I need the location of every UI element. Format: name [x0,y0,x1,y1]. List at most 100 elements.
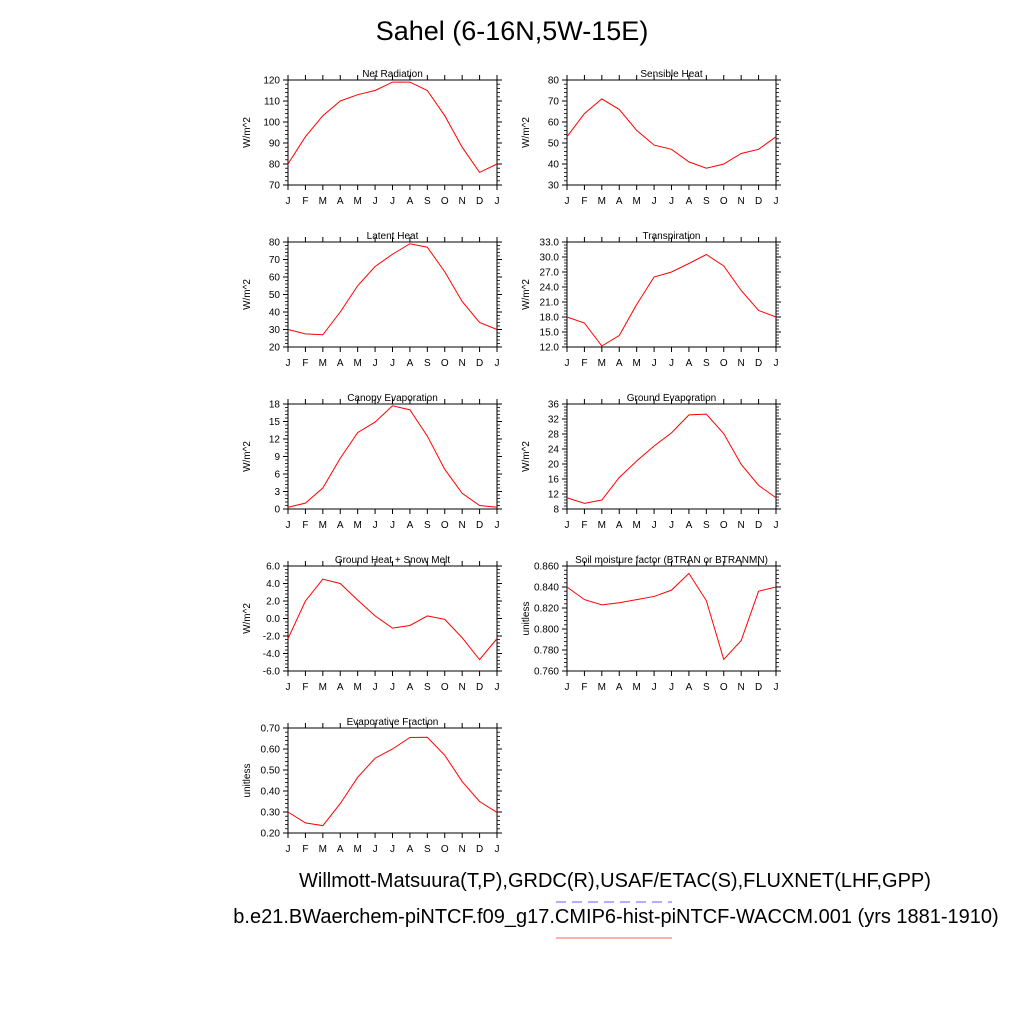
y-tick-label: 18.0 [540,313,560,324]
x-tick-label: N [459,196,466,207]
x-tick-label: O [720,520,728,531]
y-tick-label: 30 [548,181,560,192]
x-tick-label: J [774,682,779,693]
x-tick-label: J [286,682,291,693]
y-tick-label: 0.820 [534,604,559,615]
x-tick-label: M [319,358,327,369]
x-tick-label: D [755,682,762,693]
x-tick-label: J [373,682,378,693]
x-tick-label: M [319,844,327,855]
y-tick-label: 60 [269,273,281,284]
x-tick-label: J [286,358,291,369]
series-line-soil-moisture-factor-btran-or-btranmn [566,572,777,661]
x-tick-label: S [703,358,710,369]
x-tick-label: J [373,520,378,531]
x-tick-label: J [390,520,395,531]
x-tick-label: M [353,682,361,693]
x-tick-label: A [337,520,344,531]
x-tick-label: M [353,196,361,207]
x-tick-label: J [565,358,570,369]
x-tick-label: M [598,358,606,369]
y-tick-label: 110 [264,97,280,108]
series-line-canopy-evaporation [287,405,498,508]
x-tick-label: J [373,196,378,207]
x-tick-label: J [495,196,500,207]
x-tick-label: D [755,196,762,207]
x-tick-label: M [353,520,361,531]
x-tick-label: F [581,520,587,531]
x-tick-label: O [720,358,728,369]
x-tick-label: J [286,196,291,207]
x-tick-label: O [441,682,449,693]
y-tick-label: 12.0 [540,343,560,354]
x-tick-label: J [390,358,395,369]
y-tick-label: 0.50 [261,766,281,777]
y-tick-label: 36 [548,400,560,411]
page-title: Sahel (6-16N,5W-15E) [375,16,649,46]
y-tick-label: 50 [548,139,560,150]
y-tick-label: 0.40 [261,787,281,798]
x-tick-label: M [353,844,361,855]
x-tick-label: J [774,358,779,369]
x-tick-label: D [755,358,762,369]
panel-title: Ground Evaporation [627,393,717,404]
plot-frame [287,241,498,348]
y-axis-label: W/m^2 [242,603,253,634]
x-tick-label: F [302,844,308,855]
y-tick-label: 33.0 [540,238,560,249]
x-tick-label: D [755,520,762,531]
plot-frame [287,403,498,510]
y-tick-label: 80 [269,160,281,171]
x-tick-label: J [565,520,570,531]
y-tick-label: 100 [263,118,280,129]
x-tick-label: A [407,844,414,855]
x-tick-label: M [319,196,327,207]
x-tick-label: S [424,844,431,855]
x-tick-label: N [459,520,466,531]
x-tick-label: J [669,196,674,207]
y-tick-label: 0.860 [534,562,559,573]
x-tick-label: J [774,196,779,207]
x-tick-label: S [424,682,431,693]
panel-ground-heat-snow-melt: Ground Heat + Snow Melt -6.0 -4.0 -2.0 0.0 2.… [242,555,502,693]
panel-title: Transpiration [643,231,701,242]
x-tick-label: F [302,358,308,369]
x-tick-label: A [407,196,414,207]
y-tick-label: 0.70 [261,724,281,735]
x-tick-label: D [476,358,483,369]
y-tick-label: 8 [553,505,559,516]
legend-observations-line: Willmott-Matsuura(T,P),GRDC(R),USAF/ETAC… [0,870,1024,893]
y-tick-label: 21.0 [540,298,560,309]
x-tick-label: S [424,358,431,369]
x-tick-label: A [616,682,623,693]
panel-evaporative-fraction: Evaporative Fraction 0.20 0.30 0.40 0.50 0.60… [242,717,502,855]
x-tick-label: J [652,520,657,531]
x-tick-label: F [302,682,308,693]
x-tick-label: A [407,520,414,531]
x-tick-label: M [598,682,606,693]
x-tick-label: J [652,358,657,369]
x-tick-label: J [669,358,674,369]
x-tick-label: M [319,520,327,531]
x-tick-label: S [424,520,431,531]
x-tick-label: J [565,196,570,207]
x-tick-label: F [581,682,587,693]
y-tick-label: 80 [548,76,560,87]
series-line-latent-heat [287,243,498,336]
panel-title: Soil moisture factor (BTRAN or BTRANMN) [575,555,768,566]
x-tick-label: N [738,520,745,531]
y-tick-label: 15.0 [540,328,560,339]
y-tick-label: 18 [269,400,281,411]
x-tick-label: A [616,520,623,531]
x-tick-label: A [407,358,414,369]
y-tick-label: 70 [548,97,560,108]
x-tick-label: A [686,196,693,207]
plot-frame [566,565,777,672]
plot-frame [566,79,777,186]
y-tick-label: 30.0 [540,253,560,264]
y-tick-label: 20 [548,460,560,471]
y-tick-label: 70 [269,255,281,266]
series-line-ground-heat-snow-melt [287,578,498,661]
series-line-ground-evaporation [566,413,777,504]
